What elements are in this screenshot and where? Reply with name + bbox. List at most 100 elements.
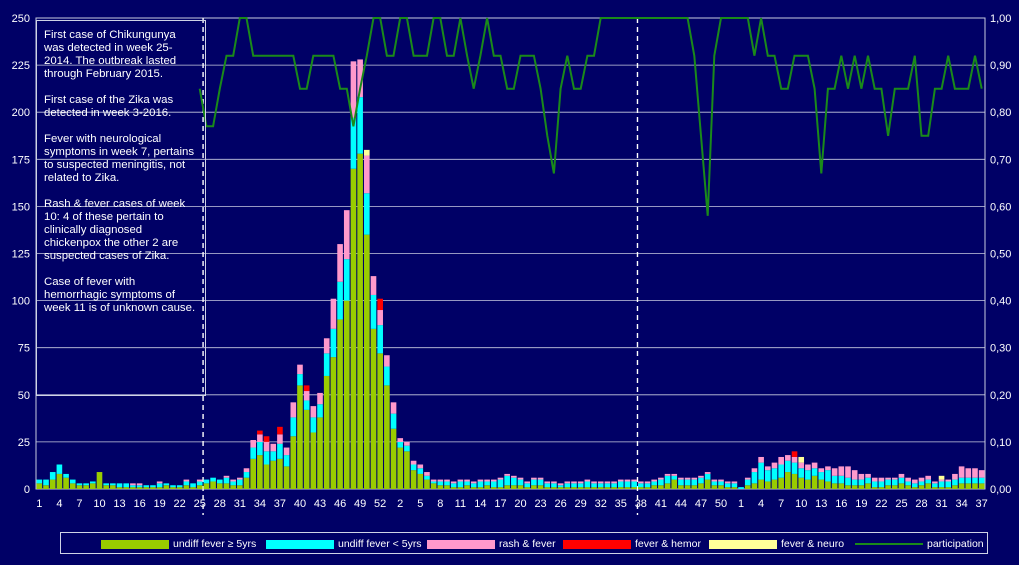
- bar-segment: [978, 470, 985, 478]
- bar-segment: [918, 481, 925, 486]
- bar-segment: [557, 485, 564, 488]
- axis-layer: 02550751001251501752002252500,000,100,20…: [12, 13, 1012, 510]
- bar-segment: [577, 481, 584, 484]
- bar-segment: [577, 483, 584, 488]
- bar-segment: [831, 483, 838, 489]
- bar-segment: [818, 468, 825, 473]
- bar-segment: [978, 483, 985, 489]
- bar-segment: [223, 477, 230, 484]
- bar-segment: [972, 477, 978, 484]
- bar-segment: [303, 385, 310, 392]
- bar-segment: [878, 481, 885, 488]
- x-tick-label: 20: [514, 498, 526, 510]
- x-tick-label: 37: [976, 498, 988, 510]
- bar-segment: [223, 475, 230, 478]
- bar-segment: [631, 479, 637, 482]
- bar-segment: [711, 479, 718, 482]
- bar-segment: [591, 487, 597, 489]
- bar-segment: [918, 477, 925, 482]
- bar-segment: [925, 479, 932, 484]
- bar-segment: [571, 483, 577, 488]
- bar-segment: [317, 392, 323, 405]
- bar-segment: [945, 479, 952, 482]
- bar-segment: [611, 481, 617, 484]
- bar-segment: [798, 462, 805, 469]
- bar-segment: [624, 487, 631, 489]
- bar-segment: [437, 479, 444, 482]
- bar-segment: [524, 487, 531, 489]
- bar-segment: [136, 487, 143, 489]
- bar-segment: [430, 479, 437, 482]
- bar-segment: [310, 432, 317, 489]
- bar-segment: [257, 441, 263, 456]
- bar-segment: [965, 483, 972, 489]
- x-tick-label: 1: [738, 498, 744, 510]
- x-tick-label: 25: [895, 498, 907, 510]
- bar-segment: [778, 477, 784, 489]
- bar-segment: [136, 485, 143, 488]
- x-tick-label: 17: [494, 498, 506, 510]
- bar-segment: [410, 460, 417, 465]
- bar-segment: [390, 428, 397, 489]
- bar-segment: [597, 483, 604, 488]
- bar-segment: [798, 468, 805, 478]
- bar-segment: [871, 477, 878, 482]
- bar-segment: [123, 483, 130, 488]
- bar-segment: [544, 481, 551, 484]
- annotation-line: Case of fever with hemorrhagic symptoms …: [44, 276, 196, 314]
- bar-segment: [865, 483, 871, 489]
- bar-segment: [176, 487, 183, 489]
- x-tick-label: 34: [254, 498, 266, 510]
- bar-segment: [343, 259, 350, 301]
- bar-segment: [932, 483, 938, 488]
- bar-segment: [270, 443, 277, 452]
- bar-segment: [658, 479, 664, 486]
- bar-segment: [858, 473, 865, 480]
- bar-segment: [738, 487, 744, 489]
- y-right-tick-label: 0,80: [990, 107, 1011, 119]
- bar-segment: [671, 473, 678, 476]
- bar-segment: [257, 430, 263, 435]
- x-tick-label: 43: [314, 498, 326, 510]
- bar-segment: [263, 436, 270, 442]
- bar-segment: [424, 475, 430, 480]
- bar-segment: [771, 468, 778, 480]
- bar-segment: [183, 481, 190, 486]
- bar-segment: [270, 460, 277, 489]
- bar-segment: [965, 468, 972, 478]
- bar-segment: [805, 464, 811, 471]
- bar-segment: [116, 483, 123, 488]
- bar-segment: [230, 481, 236, 486]
- bar-segment: [130, 487, 136, 489]
- y-left-tick-label: 0: [24, 484, 30, 496]
- bar-segment: [584, 479, 591, 482]
- bar-segment: [871, 481, 878, 488]
- bar-segment: [43, 479, 49, 486]
- bar-segment: [611, 483, 617, 488]
- bar-segment: [678, 477, 684, 480]
- bar-segment: [651, 479, 657, 482]
- bar-segment: [871, 487, 878, 489]
- bar-segment: [183, 479, 190, 482]
- bar-segment: [497, 477, 504, 480]
- bar-segment: [811, 475, 818, 489]
- x-tick-label: 34: [955, 498, 967, 510]
- legend-item-participation: participation: [855, 536, 984, 552]
- bar-segment: [257, 455, 263, 489]
- bar-segment: [791, 451, 798, 457]
- annotation-line: Fever with neurological symptoms in week…: [44, 133, 195, 184]
- bar-segment: [624, 481, 631, 488]
- bar-segment: [263, 464, 270, 489]
- bar-segment: [731, 483, 738, 488]
- legend-swatch: [709, 539, 777, 549]
- bar-segment: [350, 117, 357, 169]
- bar-segment: [878, 477, 885, 482]
- bar-segment: [450, 487, 457, 489]
- bar-segment: [330, 298, 337, 329]
- x-tick-label: 41: [655, 498, 667, 510]
- x-tick-label: 29: [575, 498, 587, 510]
- bar-segment: [945, 481, 952, 488]
- bar-segment: [678, 479, 684, 486]
- bar-segment: [751, 472, 758, 484]
- bar-segment: [410, 470, 417, 489]
